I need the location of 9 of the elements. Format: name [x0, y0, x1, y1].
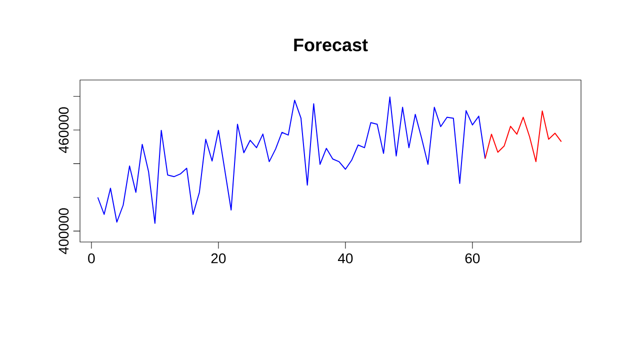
- y-tick-label: 460000: [58, 107, 69, 154]
- x-tick-label: 20: [211, 253, 226, 264]
- line-series: [484, 110, 562, 162]
- x-tick-label: 0: [88, 253, 95, 264]
- chart-title: Forecast: [294, 38, 368, 52]
- x-tick-label: 60: [465, 253, 480, 264]
- x-tick-label: 40: [338, 253, 353, 264]
- line-series: [97, 96, 486, 224]
- y-tick-label: 400000: [58, 208, 69, 254]
